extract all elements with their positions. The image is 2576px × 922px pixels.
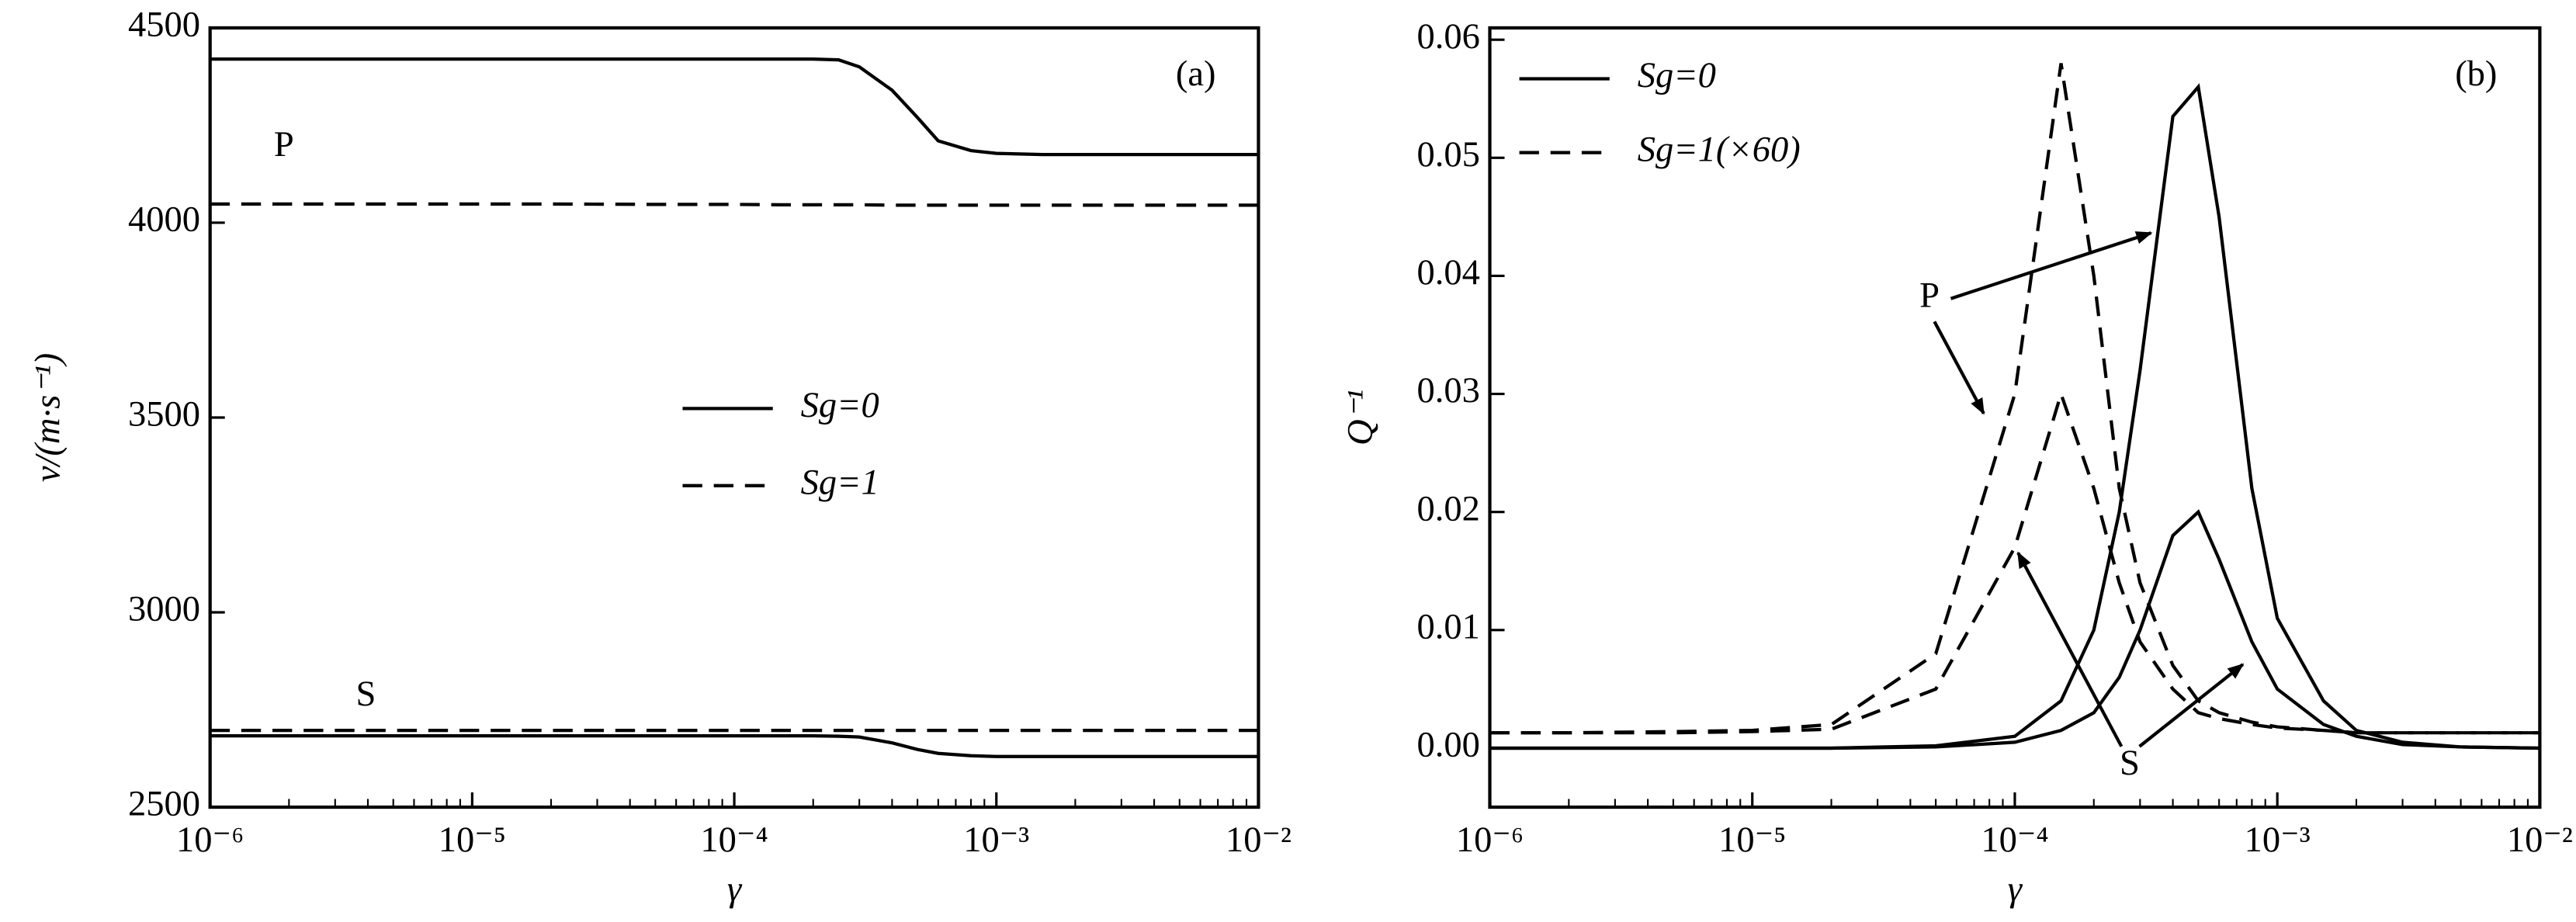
legend-label: Sg=1 (801, 463, 879, 502)
x-axis-label: γ (727, 870, 743, 910)
x-axis-label: γ (2008, 870, 2023, 910)
arrow (1933, 321, 1985, 415)
x-tick-label: 10⁻⁴ (1981, 820, 2048, 860)
x-tick-label: 10⁻⁶ (1456, 820, 1524, 860)
y-tick-label: 0.02 (1416, 489, 1479, 529)
panel-b-arrows (1933, 231, 2245, 748)
x-tick-label: 10⁻⁴ (700, 820, 768, 860)
x-tick-label: 10⁻⁵ (439, 820, 506, 860)
y-tick-label: 2500 (128, 785, 200, 824)
x-tick-label: 10⁻² (2507, 820, 2573, 860)
y-tick-label: 3000 (128, 590, 200, 629)
data-line (1489, 388, 2540, 735)
y-tick-label: 0.06 (1416, 17, 1479, 57)
y-tick-label: 3500 (128, 395, 200, 435)
legend-label: Sg=1(×60) (1638, 130, 1801, 169)
y-tick-label: 0.01 (1416, 607, 1479, 646)
data-line (210, 57, 1259, 157)
x-tick-label: 10⁻⁶ (176, 820, 244, 860)
annotation: S (356, 674, 376, 714)
y-tick-label: 4500 (128, 5, 200, 45)
x-tick-label: 10⁻³ (2245, 820, 2311, 860)
data-line (210, 202, 1259, 207)
annotation: S (2120, 743, 2140, 783)
x-tick-label: 10⁻⁵ (1718, 820, 1786, 860)
y-tick-label: 0.05 (1416, 135, 1479, 175)
y-tick-label: 0.00 (1416, 726, 1479, 765)
arrow (2138, 663, 2245, 748)
annotation: P (274, 125, 294, 165)
panel: 10⁻⁶ 10⁻⁵ 10⁻⁴ 10⁻³ 10⁻² 2500 3000 3500 4000 4500… (28, 5, 1291, 910)
panel-label: (a) (1176, 54, 1216, 94)
x-tick-label: 10⁻² (1226, 820, 1291, 860)
data-line (210, 734, 1259, 758)
panel: 10⁻⁶ 10⁻⁵ 10⁻⁴ 10⁻³ 10⁻² 0.00 0.01 0.02 0.03 0.04… (1340, 17, 2572, 910)
y-tick-label: 0.03 (1416, 371, 1479, 411)
y-tick-label: 0.04 (1416, 253, 1479, 293)
panel-label: (b) (2455, 54, 2497, 94)
legend-label: Sg=0 (801, 386, 879, 425)
y-axis-label: v/(m·s⁻¹) (28, 353, 68, 482)
annotation: P (1919, 276, 1940, 315)
data-line (1489, 509, 2540, 750)
x-tick-label: 10⁻³ (963, 820, 1029, 860)
y-tick-label: 4000 (128, 200, 200, 240)
y-axis-label: Q⁻¹ (1340, 390, 1380, 445)
data-line (1489, 63, 2540, 735)
arrow (2016, 551, 2124, 747)
arrow (1950, 231, 2153, 300)
legend-label: Sg=0 (1638, 56, 1716, 95)
data-line (1489, 83, 2540, 750)
